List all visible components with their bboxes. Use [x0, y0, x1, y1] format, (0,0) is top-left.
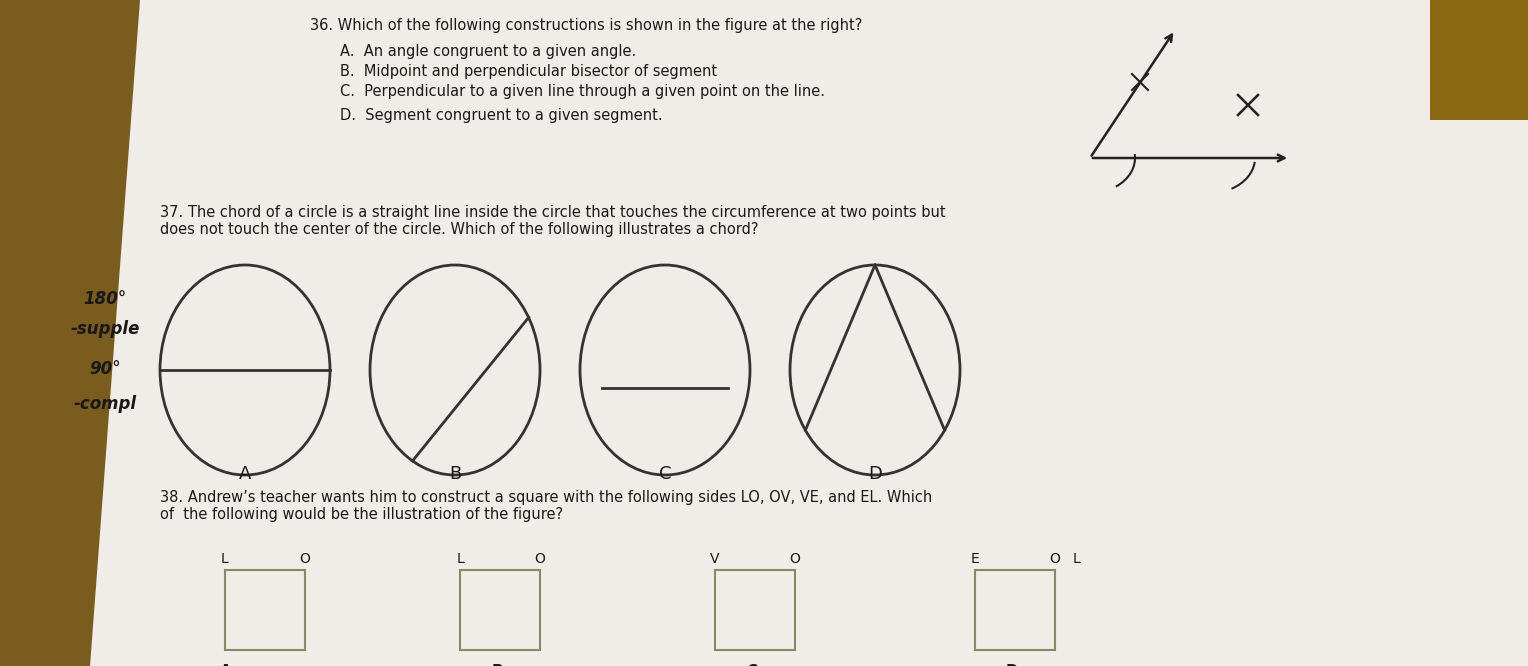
Text: 37. The chord of a circle is a straight line inside the circle that touches the : 37. The chord of a circle is a straight …: [160, 205, 946, 237]
Text: A: A: [238, 465, 251, 483]
Text: L: L: [457, 552, 465, 566]
Bar: [225, 570, 306, 650]
Text: C: C: [659, 465, 671, 483]
Text: O: O: [535, 552, 545, 566]
Text: A.  An angle congruent to a given angle.: A. An angle congruent to a given angle.: [341, 44, 636, 59]
Text: C.  Perpendicular to a given line through a given point on the line.: C. Perpendicular to a given line through…: [341, 84, 825, 99]
Text: D: D: [868, 465, 882, 483]
Text: -compl: -compl: [73, 395, 136, 413]
Text: D.: D.: [1005, 664, 1024, 666]
Bar: [975, 570, 1054, 650]
Text: 180°: 180°: [84, 290, 127, 308]
Text: B: B: [449, 465, 461, 483]
Text: C.: C.: [747, 664, 764, 666]
Text: O: O: [1050, 552, 1060, 566]
Text: D.  Segment congruent to a given segment.: D. Segment congruent to a given segment.: [341, 108, 663, 123]
Text: A.: A.: [220, 664, 238, 666]
Text: -supple: -supple: [70, 320, 139, 338]
Text: E: E: [970, 552, 979, 566]
Text: B.: B.: [492, 664, 509, 666]
Text: 36. Which of the following constructions is shown in the figure at the right?: 36. Which of the following constructions…: [310, 18, 862, 33]
Text: L: L: [1073, 552, 1080, 566]
Text: L: L: [222, 552, 229, 566]
Bar: [715, 570, 795, 650]
Text: O: O: [299, 552, 310, 566]
Polygon shape: [0, 0, 141, 666]
Text: 38. Andrew’s teacher wants him to construct a square with the following sides LO: 38. Andrew’s teacher wants him to constr…: [160, 490, 932, 522]
Text: V: V: [711, 552, 720, 566]
Text: 90°: 90°: [89, 360, 121, 378]
Text: O: O: [790, 552, 801, 566]
Text: B.  Midpoint and perpendicular bisector of segment: B. Midpoint and perpendicular bisector o…: [341, 64, 717, 79]
Polygon shape: [1430, 0, 1528, 120]
Bar: [460, 570, 539, 650]
